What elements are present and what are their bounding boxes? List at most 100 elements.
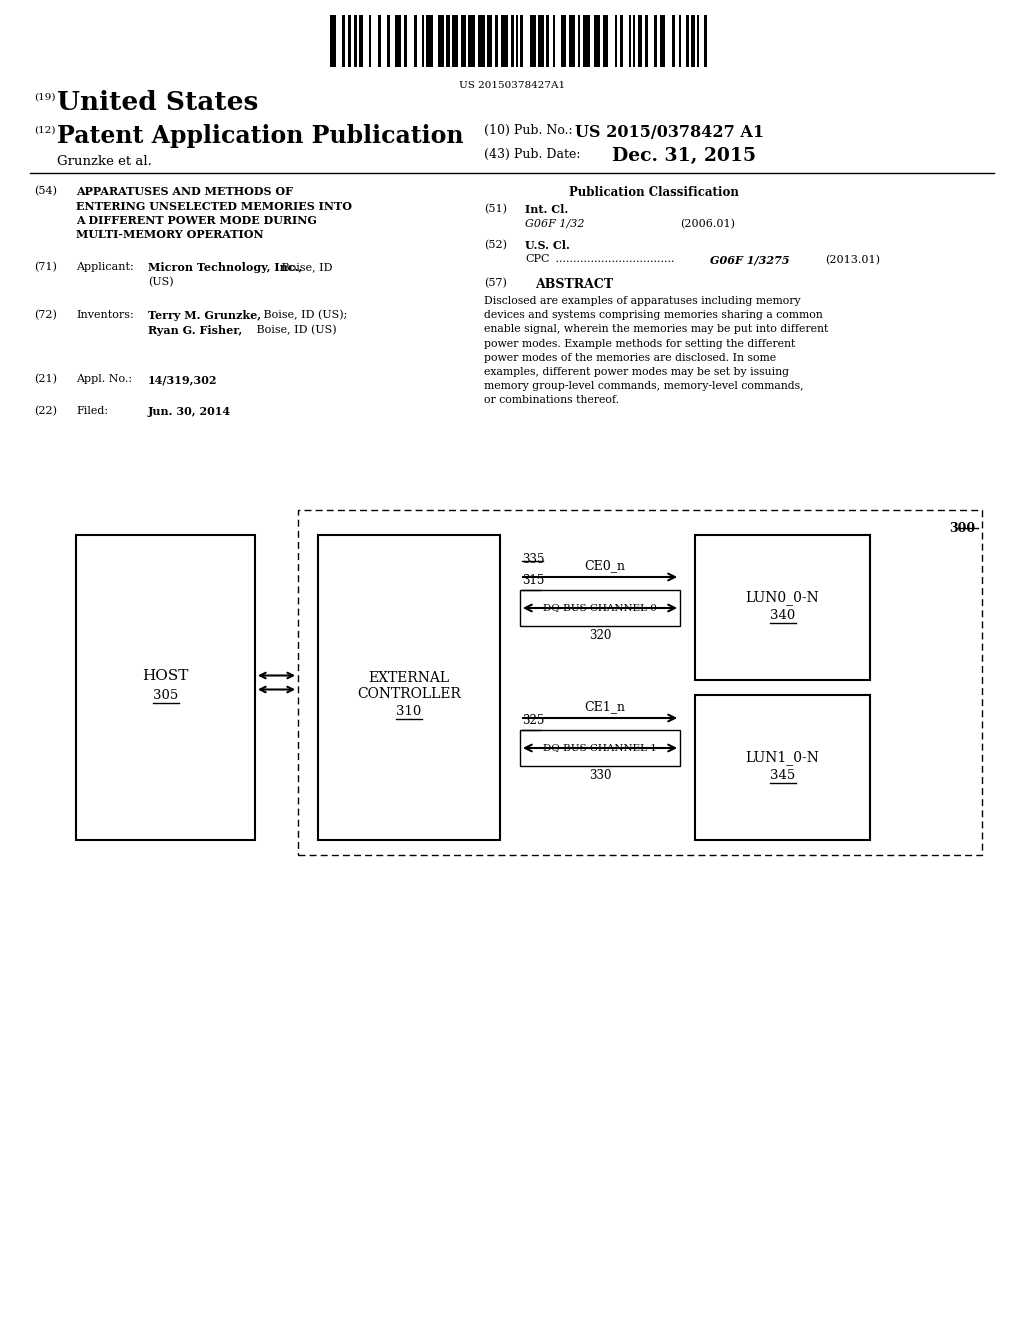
Text: LUN0_0-N: LUN0_0-N <box>745 590 819 605</box>
Text: 320: 320 <box>589 630 611 642</box>
Text: U.S. Cl.: U.S. Cl. <box>525 240 570 251</box>
Text: United States: United States <box>57 90 258 115</box>
Text: APPARATUSES AND METHODS OF: APPARATUSES AND METHODS OF <box>76 186 293 197</box>
Text: ENTERING UNSELECTED MEMORIES INTO: ENTERING UNSELECTED MEMORIES INTO <box>76 201 352 211</box>
Text: G06F 1/32: G06F 1/32 <box>525 219 585 228</box>
Bar <box>422 15 424 67</box>
Bar <box>318 535 500 840</box>
Bar <box>538 15 544 67</box>
Text: Disclosed are examples of apparatuses including memory: Disclosed are examples of apparatuses in… <box>484 296 801 306</box>
Text: Micron Technology, Inc.,: Micron Technology, Inc., <box>148 261 302 273</box>
Text: 315: 315 <box>522 574 545 587</box>
Text: (US): (US) <box>148 276 174 286</box>
Text: CONTROLLER: CONTROLLER <box>357 686 461 701</box>
Text: devices and systems comprising memories sharing a common: devices and systems comprising memories … <box>484 310 822 321</box>
Bar <box>638 15 642 67</box>
Text: 335: 335 <box>522 553 545 566</box>
Bar <box>495 15 498 67</box>
Text: enable signal, wherein the memories may be put into different: enable signal, wherein the memories may … <box>484 325 828 334</box>
Text: Grunzke et al.: Grunzke et al. <box>57 154 152 168</box>
Text: MULTI-MEMORY OPERATION: MULTI-MEMORY OPERATION <box>76 230 263 240</box>
Text: HOST: HOST <box>142 668 188 682</box>
Text: Patent Application Publication: Patent Application Publication <box>57 124 464 148</box>
Text: 305: 305 <box>153 689 178 702</box>
Bar <box>516 15 518 67</box>
Text: Int. Cl.: Int. Cl. <box>525 205 568 215</box>
Bar <box>426 15 433 67</box>
Text: Dec. 31, 2015: Dec. 31, 2015 <box>612 147 756 165</box>
Text: CPC: CPC <box>525 255 550 264</box>
Text: (54): (54) <box>34 186 57 197</box>
Bar <box>387 15 390 67</box>
Bar <box>578 15 580 67</box>
Bar <box>348 15 351 67</box>
Bar <box>654 15 657 67</box>
Text: (57): (57) <box>484 279 507 288</box>
Bar <box>546 15 549 67</box>
Bar <box>615 15 617 67</box>
Text: Appl. No.:: Appl. No.: <box>76 374 132 384</box>
Text: Publication Classification: Publication Classification <box>569 186 739 199</box>
Text: CE0_n: CE0_n <box>585 558 626 572</box>
Text: EXTERNAL: EXTERNAL <box>369 671 450 685</box>
Text: 330: 330 <box>589 770 611 781</box>
Text: G06F 1/3275: G06F 1/3275 <box>710 255 790 265</box>
Text: (10) Pub. No.:: (10) Pub. No.: <box>484 124 572 137</box>
Bar <box>468 15 475 67</box>
Bar <box>620 15 623 67</box>
Text: (12): (12) <box>34 125 55 135</box>
Text: ABSTRACT: ABSTRACT <box>535 279 613 290</box>
Text: power modes. Example methods for setting the different: power modes. Example methods for setting… <box>484 339 796 348</box>
Bar <box>660 15 665 67</box>
Bar <box>645 15 648 67</box>
Bar <box>354 15 357 67</box>
Text: (19): (19) <box>34 92 55 102</box>
Text: Filed:: Filed: <box>76 407 109 416</box>
Bar <box>446 15 450 67</box>
Text: Inventors:: Inventors: <box>76 310 134 319</box>
Bar <box>404 15 407 67</box>
Bar <box>452 15 458 67</box>
Bar <box>629 15 631 67</box>
Bar <box>530 15 536 67</box>
Bar <box>672 15 675 67</box>
Text: (2013.01): (2013.01) <box>825 255 880 265</box>
Text: 340: 340 <box>770 609 795 622</box>
Bar <box>553 15 555 67</box>
Bar <box>695 535 870 680</box>
Bar <box>561 15 566 67</box>
Text: Boise, ID (US);: Boise, ID (US); <box>260 310 347 321</box>
Bar <box>697 15 699 67</box>
Text: 345: 345 <box>770 770 795 781</box>
Bar <box>342 15 345 67</box>
Text: (2006.01): (2006.01) <box>680 219 735 228</box>
Text: 325: 325 <box>522 714 545 727</box>
Text: ..................................: .................................. <box>552 255 675 264</box>
Bar <box>695 696 870 840</box>
Bar <box>633 15 635 67</box>
Text: (21): (21) <box>34 374 57 384</box>
Text: CE1_n: CE1_n <box>585 700 626 713</box>
Text: memory group-level commands, memory-level commands,: memory group-level commands, memory-leve… <box>484 381 804 391</box>
Text: 14/319,302: 14/319,302 <box>148 374 217 385</box>
Bar <box>487 15 492 67</box>
Bar <box>520 590 680 626</box>
Bar <box>603 15 608 67</box>
Text: 300: 300 <box>949 521 975 535</box>
Text: (43) Pub. Date:: (43) Pub. Date: <box>484 148 581 161</box>
Bar <box>378 15 381 67</box>
Text: Jun. 30, 2014: Jun. 30, 2014 <box>148 407 231 417</box>
Text: (71): (71) <box>34 261 57 272</box>
Bar <box>76 535 255 840</box>
Bar <box>705 15 707 67</box>
Bar <box>330 15 336 67</box>
Bar <box>691 15 695 67</box>
Text: Applicant:: Applicant: <box>76 261 134 272</box>
Bar <box>569 15 575 67</box>
Bar <box>369 15 371 67</box>
Text: A DIFFERENT POWER MODE DURING: A DIFFERENT POWER MODE DURING <box>76 215 316 226</box>
Text: examples, different power modes may be set by issuing: examples, different power modes may be s… <box>484 367 790 378</box>
Bar <box>511 15 514 67</box>
Text: power modes of the memories are disclosed. In some: power modes of the memories are disclose… <box>484 352 776 363</box>
Text: Ryan G. Fisher,: Ryan G. Fisher, <box>148 325 243 335</box>
